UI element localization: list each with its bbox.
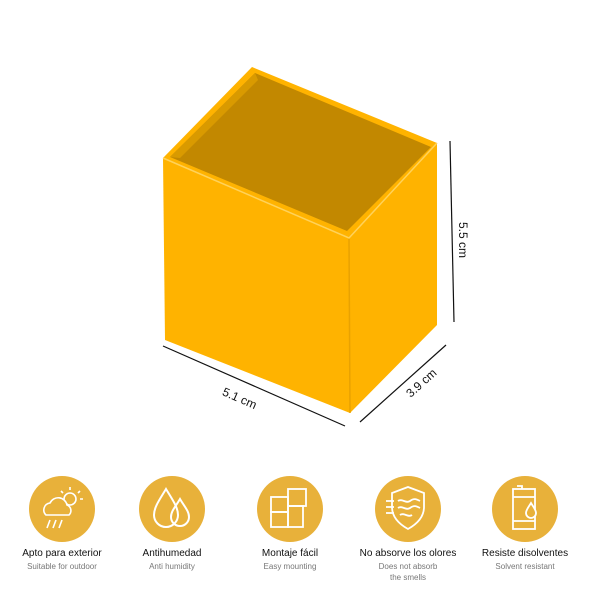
product-illustration: 5.1 cm 3.9 cm 5.5 cm — [162, 67, 470, 427]
feature-outdoor: Apto para exterior Suitable for outdoor — [2, 475, 122, 572]
feature-title: Montaje fácil — [261, 548, 319, 559]
storage-box — [162, 67, 438, 414]
feature-subtitle: Easy mounting — [263, 562, 317, 571]
feature-subtitle: Solvent resistant — [495, 562, 555, 571]
width-label: 5.1 cm — [220, 385, 259, 412]
feature-solvent-resistant: Resiste disolventes Solvent resistant — [465, 475, 585, 572]
feature-title: Resiste disolventes — [481, 548, 569, 559]
weather-cloud-sun-rain-icon — [29, 476, 95, 542]
dimension-height: 5.5 cm — [449, 140, 470, 323]
puzzle-icon — [257, 476, 323, 542]
depth-label: 3.9 cm — [403, 366, 439, 401]
feature-title: Antihumedad — [142, 548, 202, 559]
feature-subtitle: Anti humidity — [149, 562, 195, 571]
feature-no-odor: No absorve los olores Does not absorb th… — [348, 475, 468, 583]
feature-title: Apto para exterior — [22, 548, 102, 559]
feature-subtitle: Suitable for outdoor — [27, 562, 97, 571]
barrel-drop-icon — [492, 476, 558, 542]
feature-easy-mounting: Montaje fácil Easy mounting — [230, 475, 350, 572]
feature-subtitle: Does not absorb the smells — [378, 562, 438, 582]
shield-waves-icon — [375, 476, 441, 542]
water-drops-icon — [139, 476, 205, 542]
feature-title: No absorve los olores — [359, 548, 457, 559]
feature-antihumidity: Antihumedad Anti humidity — [112, 475, 232, 572]
height-label: 5.5 cm — [456, 222, 470, 258]
